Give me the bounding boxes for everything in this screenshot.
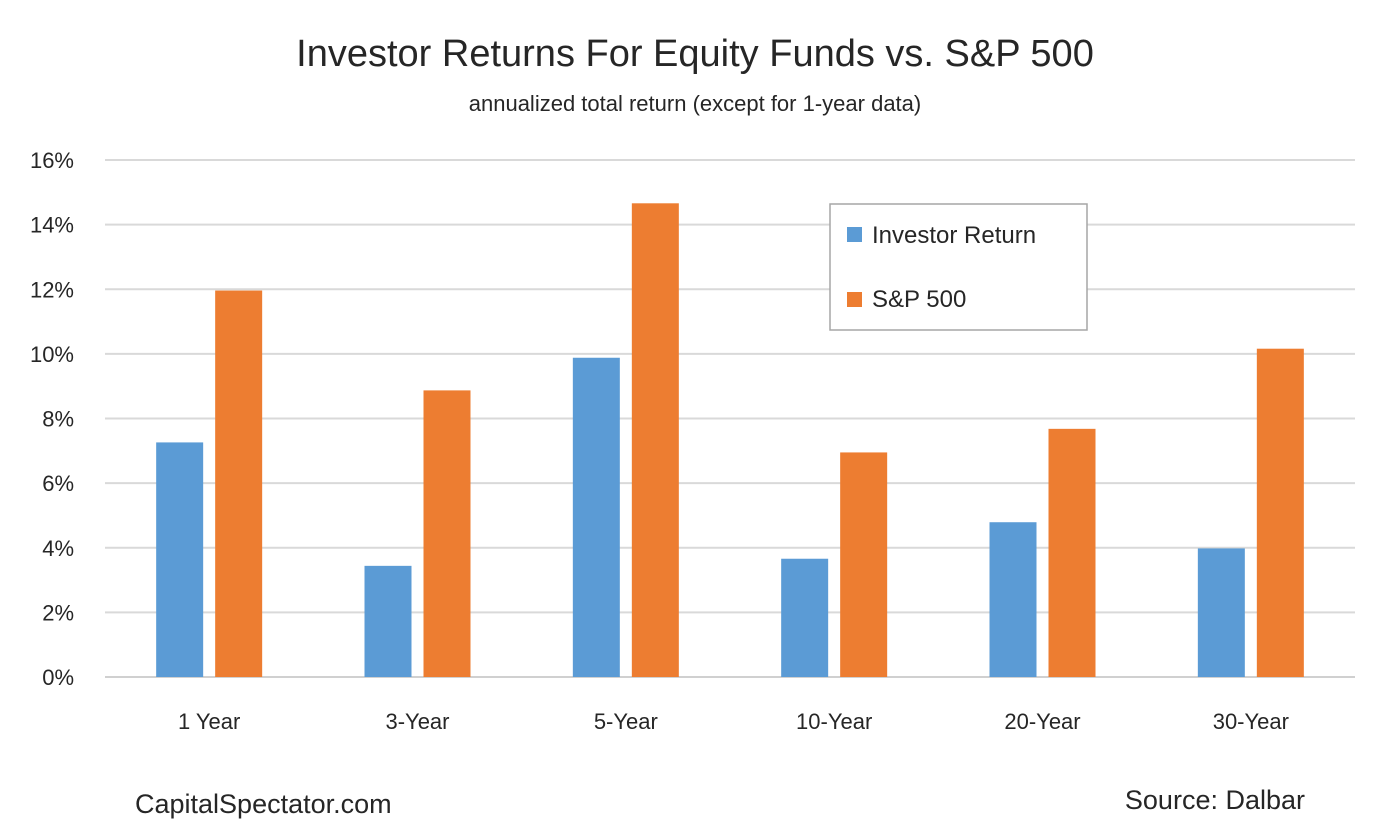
y-tick-label: 8% <box>42 407 74 432</box>
y-tick-label: 4% <box>42 536 74 561</box>
y-tick-label: 0% <box>42 665 74 690</box>
chart-title: Investor Returns For Equity Funds vs. S&… <box>296 33 1094 75</box>
x-tick-label: 5-Year <box>594 709 658 734</box>
legend-swatch-investor-return <box>847 227 862 242</box>
bar-sp-500-5-year <box>631 203 679 677</box>
bar-investor-return-5-year <box>572 357 620 677</box>
bar-investor-return-10-year <box>781 558 829 677</box>
legend-swatch-sp500 <box>847 292 862 307</box>
bar-investor-return-3-year <box>364 565 412 677</box>
bar-investor-return-20-year <box>989 522 1037 677</box>
x-tick-label: 20-Year <box>1004 709 1080 734</box>
chart-subtitle: annualized total return (except for 1-ye… <box>469 91 921 116</box>
y-tick-label: 6% <box>42 471 74 496</box>
legend: Investor Return S&P 500 <box>829 203 1088 331</box>
x-tick-label: 30-Year <box>1213 709 1289 734</box>
x-tick-label: 3-Year <box>385 709 449 734</box>
y-tick-label: 2% <box>42 600 74 625</box>
footer-source: Source: Dalbar <box>1125 785 1305 815</box>
gridlines <box>105 159 1355 678</box>
y-tick-label: 10% <box>30 342 74 367</box>
legend-box <box>829 203 1088 331</box>
bar-sp-500-20-year <box>1048 428 1096 677</box>
y-tick-label: 16% <box>30 148 74 173</box>
x-tick-label: 10-Year <box>796 709 872 734</box>
bar-sp-500-1-year <box>215 290 263 677</box>
y-tick-label: 12% <box>30 277 74 302</box>
legend-label-sp500: S&P 500 <box>872 286 966 313</box>
x-axis-ticks: 1 Year 3-Year 5-Year 10-Year 20-Year 30-Year <box>178 709 1289 734</box>
footer-site-credit: CapitalSpectator.com <box>135 789 392 819</box>
y-tick-label: 14% <box>30 213 74 238</box>
bars <box>156 203 1304 677</box>
bar-investor-return-30-year <box>1197 548 1245 677</box>
legend-label-investor-return: Investor Return <box>872 222 1036 249</box>
bar-sp-500-30-year <box>1256 348 1304 677</box>
bar-sp-500-3-year <box>423 390 471 677</box>
y-axis-ticks: 0% 2% 4% 6% 8% 10% 12% 14% 16% <box>30 148 74 690</box>
bar-sp-500-10-year <box>840 452 888 677</box>
bar-investor-return-1-year <box>156 442 204 677</box>
x-tick-label: 1 Year <box>178 709 240 734</box>
